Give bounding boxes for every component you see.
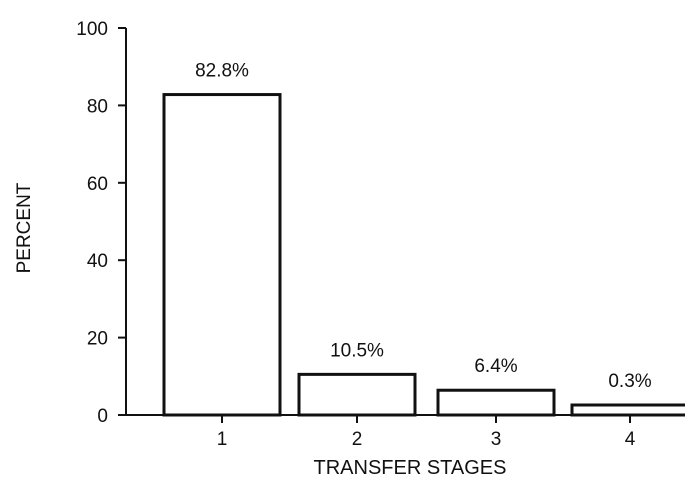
y-tick-label: 20	[87, 329, 108, 350]
x-tick-label: 4	[625, 429, 636, 450]
x-tick-label: 2	[352, 429, 363, 450]
bars-layer	[162, 93, 685, 417]
data-labels: 82.8% 10.5% 6.4% 0.3%	[195, 61, 652, 392]
y-tick-label: 60	[87, 174, 108, 195]
x-tick-label: 3	[491, 429, 502, 450]
data-label: 82.8%	[195, 61, 249, 82]
bar-1	[162, 93, 282, 417]
bar-2	[297, 372, 417, 417]
y-tick-label: 0	[97, 406, 108, 427]
axes-layer	[125, 28, 685, 416]
data-label: 0.3%	[608, 371, 651, 392]
data-label: 10.5%	[330, 340, 384, 361]
x-axis-title: TRANSFER STAGES	[314, 457, 507, 479]
y-tick-label: 80	[87, 96, 108, 117]
data-label: 6.4%	[474, 356, 517, 377]
y-axis-title: PERCENT	[14, 182, 35, 273]
y-tick-label: 40	[87, 251, 108, 272]
y-tick-label: 100	[76, 19, 108, 40]
y-ticks: 0 20 40 60 80 100	[76, 19, 126, 427]
x-ticks: 1 2 3 4	[217, 415, 636, 450]
bar-4	[570, 403, 685, 417]
x-tick-label: 1	[217, 429, 228, 450]
bar-3	[436, 388, 556, 417]
